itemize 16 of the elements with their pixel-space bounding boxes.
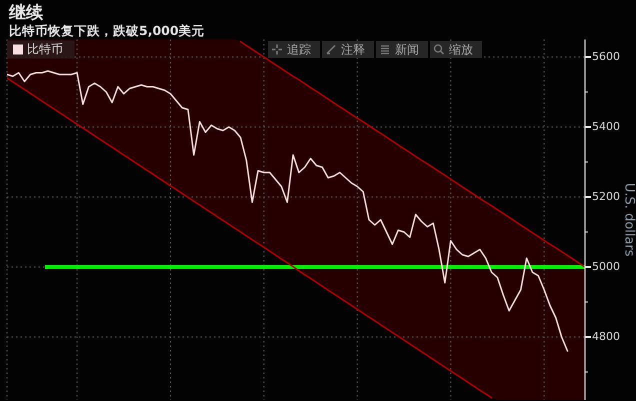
annotation: 注释 (341, 42, 365, 56)
y-tick-label: 5400 (592, 120, 620, 134)
annotation: 追踪 (287, 42, 311, 56)
annotation: 缩放 (449, 42, 473, 56)
y-tick-label: 5000 (592, 260, 620, 274)
y-tick-label: 4800 (592, 330, 620, 344)
annotation: 新闻 (395, 42, 419, 56)
chart-subtitle: 比特币恢复下跌，跌破5,000美元 (9, 23, 205, 38)
line-series (240, 40, 585, 268)
y-tick-label: 5200 (592, 190, 620, 204)
line-series (7, 77, 492, 399)
chart-title: 继续 (8, 3, 44, 23)
y-tick-label: 5600 (592, 50, 620, 64)
line-series (7, 70, 568, 352)
legend-label: 比特币 (27, 42, 63, 56)
y-axis-title: U.S. dollars (621, 182, 636, 257)
